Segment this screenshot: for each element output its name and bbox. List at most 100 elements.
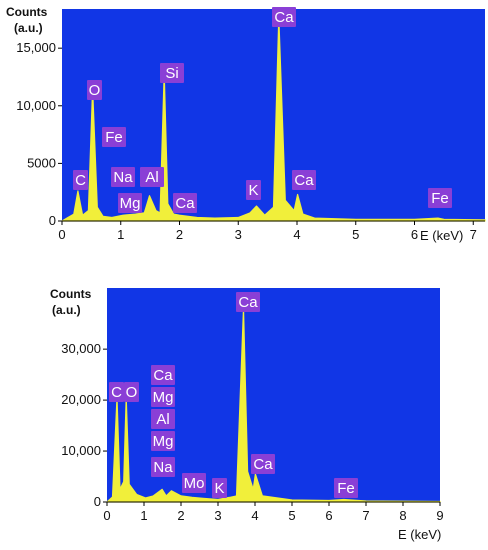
peak-label-box <box>272 7 296 27</box>
x-tick-label: 6 <box>411 227 418 242</box>
peak-label-text: Fe <box>431 190 449 207</box>
peak-label-box <box>140 167 164 187</box>
peak-label-ca: Ca <box>251 454 275 474</box>
peak-label-box <box>212 478 227 498</box>
peak-label-text: Mg <box>153 433 174 450</box>
peak-label-ca: Ca <box>236 292 260 312</box>
peak-label-k: K <box>212 478 227 498</box>
spectrum-panel-1: 0 1 2 3 4 5 6 7 0 5000 10,000 15,000 Counts (a.u.) E (… <box>6 5 486 243</box>
peak-label-text: Ca <box>153 367 173 384</box>
peak-label-text: Al <box>145 169 158 186</box>
x-tick-label: 4 <box>251 508 258 523</box>
peak-label-mo: Mo <box>182 473 206 493</box>
peak-label-fe: Fe <box>428 188 452 208</box>
y-tick-label: 0 <box>49 213 56 228</box>
peak-label-box <box>111 167 135 187</box>
peak-label-box <box>118 193 142 213</box>
peak-label-box <box>182 473 206 493</box>
peak-label-text: Na <box>153 459 173 476</box>
peak-label-ca: Ca <box>173 193 197 213</box>
x-tick-label: 0 <box>58 227 65 242</box>
peak-label-text: K <box>214 480 224 497</box>
x-tick-label: 6 <box>325 508 332 523</box>
peak-label-box <box>251 454 275 474</box>
spectrum-series <box>61 16 486 222</box>
peak-label-fe: Fe <box>102 127 126 147</box>
peak-label-text: Mg <box>153 389 174 406</box>
peak-label-box <box>151 409 175 429</box>
peak-label-text: Mo <box>184 475 205 492</box>
y-tick-label: 10,000 <box>16 98 56 113</box>
peak-label-c: C <box>73 170 88 190</box>
peak-label-k: K <box>246 180 261 200</box>
peak-label-na: Na <box>151 457 175 477</box>
x-tick-label: 5 <box>352 227 359 242</box>
y-tick-label: 15,000 <box>16 40 56 55</box>
x-tick-label: 1 <box>140 508 147 523</box>
x-tick-label: 2 <box>177 508 184 523</box>
peak-label-box <box>109 382 124 402</box>
peak-label-text: Fe <box>337 480 355 497</box>
peak-label-text: Si <box>165 65 178 82</box>
spectrum-panel-2: 0 1 2 3 4 5 6 7 8 9 0 10,000 20,000 30,000 Counts (a.u.… <box>50 287 444 542</box>
peak-label-mg: Mg <box>151 387 175 407</box>
peak-label-box <box>246 180 261 200</box>
peak-label-box <box>73 170 88 190</box>
peak-label-text: Ca <box>274 9 294 26</box>
peak-label-c: C <box>109 382 124 402</box>
peak-label-text: Ca <box>175 195 195 212</box>
peak-label-box <box>334 478 358 498</box>
x-axis-label: E (keV) <box>420 228 463 243</box>
peak-label-box <box>160 63 184 83</box>
peak-label-box <box>428 188 452 208</box>
x-tick-label: 3 <box>214 508 221 523</box>
y-axis-label: Counts <box>50 287 92 301</box>
y-axis-unit: (a.u.) <box>14 21 43 35</box>
x-axis-label: E (keV) <box>398 527 441 542</box>
peak-label-mg: Mg <box>118 193 142 213</box>
peak-label-box <box>87 80 102 100</box>
x-tick-label: 3 <box>235 227 242 242</box>
y-tick-label: 5000 <box>27 155 56 170</box>
x-tick-label: 7 <box>470 227 477 242</box>
y-tick-label: 0 <box>94 494 101 509</box>
peak-label-ca: Ca <box>151 365 175 385</box>
x-tick-label: 2 <box>176 227 183 242</box>
x-tick-label: 8 <box>399 508 406 523</box>
peak-label-text: Ca <box>294 172 314 189</box>
peak-label-box <box>236 292 260 312</box>
peak-label-al: Al <box>151 409 175 429</box>
x-tick-label: 9 <box>436 508 443 523</box>
y-tick-label: 10,000 <box>61 443 101 458</box>
peak-label-box <box>102 127 126 147</box>
peak-label-fe: Fe <box>334 478 358 498</box>
peak-label-al: Al <box>140 167 164 187</box>
peak-label-box <box>292 170 316 190</box>
x-tick-label: 1 <box>117 227 124 242</box>
peak-label-box <box>151 365 175 385</box>
y-tick-label: 30,000 <box>61 341 101 356</box>
peak-label-box <box>124 382 139 402</box>
peak-label-text: Na <box>113 169 133 186</box>
peak-label-o: O <box>124 382 139 402</box>
peak-label-na: Na <box>111 167 135 187</box>
x-tick-label: 4 <box>293 227 300 242</box>
peak-label-box <box>173 193 197 213</box>
x-tick-label: 7 <box>362 508 369 523</box>
y-axis-unit: (a.u.) <box>52 303 81 317</box>
spectrum-series <box>106 307 441 503</box>
peak-label-si: Si <box>160 63 184 83</box>
peak-label-mg: Mg <box>151 431 175 451</box>
peak-label-box <box>151 431 175 451</box>
peak-label-text: Ca <box>253 456 273 473</box>
peak-label-o: O <box>87 80 102 100</box>
peak-label-text: Ca <box>238 294 258 311</box>
peak-label-text: O <box>89 82 101 99</box>
peak-label-text: O <box>126 384 138 401</box>
x-tick-label: 0 <box>103 508 110 523</box>
peak-label-text: K <box>248 182 258 199</box>
peak-label-ca: Ca <box>292 170 316 190</box>
y-tick-label: 20,000 <box>61 392 101 407</box>
